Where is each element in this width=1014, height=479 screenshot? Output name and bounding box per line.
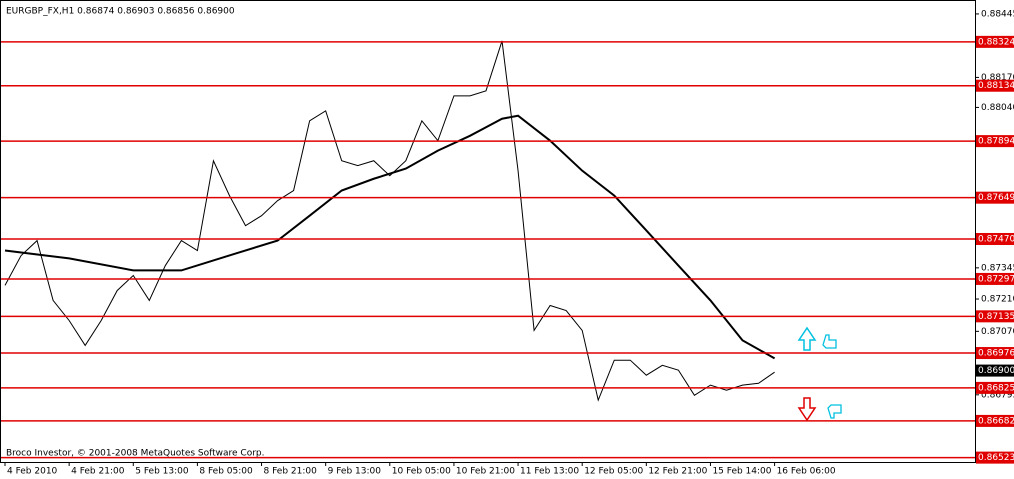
series-line [4,114,776,360]
copyright: Broco Investor, © 2001-2008 MetaQuotes S… [6,449,265,459]
level-label: 0.88324 [978,37,1014,47]
series-line [4,40,775,402]
x-tick-label: 5 Feb 13:00 [135,467,189,477]
level-label-bg [976,347,1014,360]
up-arrow [797,326,817,351]
chart-title: EURGBP_FX,H1 0.86874 0.86903 0.86856 0.8… [6,7,235,17]
level-label: 0.87649 [978,193,1014,203]
y-tick-label: 0.86795 [981,390,1014,400]
x-tick-label: 15 Feb 14:00 [712,467,771,477]
level-label-bg [976,79,1014,92]
level-label-bg [976,414,1014,427]
x-tick-label: 8 Feb 21:00 [264,467,318,477]
x-tick-label: 12 Feb 21:00 [648,467,707,477]
level-label-bg [976,233,1014,246]
level-label: 0.88134 [978,81,1014,91]
level-label: 0.87297 [978,274,1014,284]
plot-frame [0,0,976,463]
level-label-bg [976,381,1014,394]
level-label-bg [976,35,1014,48]
current-price-label: 0.86900 [978,366,1014,376]
level-label: 0.87470 [978,235,1014,245]
level-label: 0.86523 [978,453,1014,463]
level-label-bg [976,451,1014,464]
x-tick-label: 4 Feb 21:00 [71,467,125,477]
level-label: 0.87135 [978,312,1014,322]
x-tick-label: 9 Feb 13:00 [328,467,382,477]
level-label-bg [976,310,1014,323]
y-tick-label: 0.87345 [981,263,1014,273]
x-tick-label: 4 Feb 2010 [7,467,58,477]
level-label-bg [976,135,1014,148]
level-label-bg [976,191,1014,204]
current-price-bg [976,364,1014,377]
signal-icons [797,326,842,422]
down-arrow [797,397,817,422]
x-tick-label: 16 Feb 06:00 [777,467,836,477]
x-tick-label: 10 Feb 21:00 [456,467,515,477]
x-tick-label: 11 Feb 13:00 [520,467,579,477]
level-label: 0.86682 [978,416,1014,426]
level-label: 0.86825 [978,383,1014,393]
level-label: 0.86976 [978,349,1014,359]
x-tick-label: 10 Feb 05:00 [392,467,451,477]
thumb-down [827,404,842,419]
x-tick-label: 12 Feb 05:00 [584,467,643,477]
level-label-bg [976,272,1014,285]
thumb-up [822,334,837,349]
y-tick-label: 0.88445 [981,9,1014,19]
x-tick-label: 8 Feb 05:00 [199,467,253,477]
level-label: 0.87894 [978,137,1014,147]
